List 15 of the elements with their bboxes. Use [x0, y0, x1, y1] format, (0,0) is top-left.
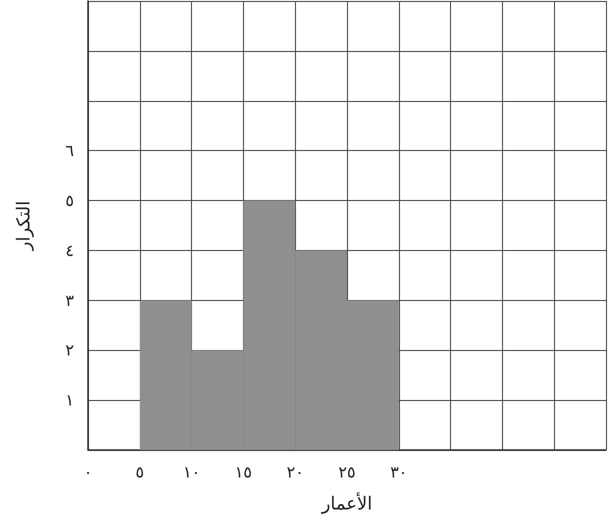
y-tick-label: ٣ [65, 290, 74, 310]
y-axis-title: التكرار [14, 200, 34, 252]
x-tick-label: ٠ [84, 462, 92, 482]
x-tick-label: ٣٠ [390, 462, 408, 482]
y-tick-label: ٢ [65, 340, 74, 360]
x-tick-label: ٥ [136, 462, 144, 482]
y-tick-label: ٤ [65, 240, 74, 260]
x-tick-label: ٢٠ [286, 462, 304, 482]
x-axis-title: الأعمار [320, 492, 372, 514]
y-tick-label: ١ [65, 390, 74, 410]
x-tick-label: ٢٥ [338, 462, 356, 482]
x-tick-label: ١٥ [234, 462, 252, 482]
y-tick-label: ٦ [65, 141, 74, 160]
y-tick-label: ٥ [65, 191, 74, 210]
x-tick-label: ١٠ [183, 462, 200, 482]
